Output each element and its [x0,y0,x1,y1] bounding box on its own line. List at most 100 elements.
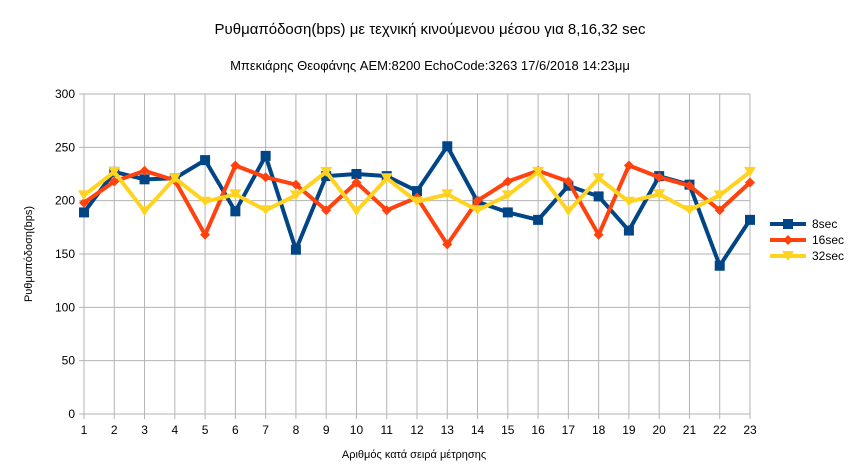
y-axis-title: Ρυθμαπόδοση(bps) [23,206,35,302]
y-tick-label: 150 [55,247,75,261]
x-tick-label: 3 [141,423,148,437]
data-point-32sec [78,190,90,201]
data-point-32sec [501,190,514,201]
x-tick-label: 16 [531,423,545,437]
data-point-16sec [260,172,271,183]
data-point-16sec [623,160,634,171]
data-point-16sec [139,165,150,176]
data-point-32sec [168,173,181,184]
legend-item-8sec: 8sec [770,217,837,231]
x-tick-label: 9 [323,423,330,437]
data-point-16sec [714,205,725,216]
data-point-16sec [593,229,604,240]
data-point-32sec [653,189,666,200]
y-tick-label: 50 [62,354,76,368]
data-point-8sec [745,214,755,225]
data-point-8sec [139,174,150,185]
y-tick-label: 0 [68,407,75,421]
data-point-32sec [259,205,272,216]
data-point-8sec [412,186,422,197]
data-point-8sec [290,244,301,255]
data-point-16sec [472,195,483,206]
data-point-8sec [260,150,271,161]
data-point-8sec [200,155,211,166]
data-point-16sec [563,176,574,187]
data-point-32sec [532,166,545,177]
data-point-16sec [745,177,755,188]
x-tick-label: 8 [293,423,300,437]
data-point-16sec [684,180,695,191]
data-point-16sec [79,197,89,208]
data-point-16sec [351,177,362,188]
x-tick-label: 23 [743,423,757,437]
x-tick-label: 5 [202,423,209,437]
data-point-32sec [229,189,242,200]
legend-label: 16sec [812,233,844,247]
y-tick-label: 250 [55,140,75,154]
x-tick-label: 19 [622,423,636,437]
legend-item-32sec: 32sec [770,249,844,263]
x-tick-label: 4 [171,423,178,437]
y-tick-label: 100 [55,300,75,314]
data-point-16sec [290,179,301,190]
x-tick-label: 12 [410,423,424,437]
x-tick-label: 13 [441,423,455,437]
data-point-16sec [654,172,665,183]
legend: 8sec 16sec 32sec [770,217,844,263]
data-point-32sec [713,190,726,201]
data-point-8sec [533,214,544,225]
series-32sec [78,166,756,217]
data-point-32sec [138,206,151,217]
y-axis-ticks: 0 50 100 150 200 250 300 [55,87,75,421]
data-point-32sec [592,173,605,184]
data-point-8sec [442,141,453,152]
x-tick-label: 7 [262,423,269,437]
series-group [78,141,756,271]
x-axis-title: Αριθμός κατά σειρά μέτρησης [342,449,486,461]
data-point-8sec [502,207,513,218]
data-point-8sec [593,191,604,202]
x-axis-ticks: 1 2 3 4 5 6 7 8 9 10 11 12 13 14 15 16 17 18 19 20 21 22 23 [81,423,757,437]
data-point-32sec [441,189,454,200]
data-point-8sec [230,206,241,217]
legend-swatch-marker [783,219,793,229]
x-tick-label: 14 [471,423,485,437]
data-point-16sec [200,229,211,240]
x-tick-label: 6 [232,423,239,437]
data-point-16sec [442,239,453,250]
data-point-32sec [289,190,302,201]
grid [79,93,751,419]
data-point-16sec [109,176,120,187]
x-tick-label: 2 [111,423,118,437]
data-point-8sec [623,225,634,236]
legend-label: 8sec [812,217,837,231]
x-tick-label: 18 [592,423,606,437]
data-point-32sec [199,196,212,207]
x-tick-label: 20 [653,423,667,437]
data-point-32sec [744,166,756,177]
data-point-32sec [320,166,333,177]
data-point-32sec [108,166,121,177]
x-tick-label: 17 [562,423,576,437]
legend-swatch-marker [782,251,794,261]
data-point-32sec [380,173,393,184]
legend-item-16sec: 16sec [770,233,844,247]
y-tick-label: 200 [55,194,75,208]
x-tick-label: 22 [713,423,727,437]
x-tick-label: 21 [683,423,697,437]
chart-title: Ρυθμαπόδοση(bps) με τεχνική κινούμενου μ… [215,21,646,38]
data-point-32sec [350,206,363,217]
data-point-8sec [351,169,362,179]
data-point-16sec [502,176,513,187]
data-point-32sec [471,205,484,216]
chart-subtitle: Μπεκιάρης Θεοφάνης AEM:8200 EchoCode:326… [230,58,630,73]
data-point-16sec [230,160,241,171]
data-point-32sec [622,196,635,207]
data-point-16sec [381,205,392,216]
y-tick-label: 300 [55,87,75,101]
x-tick-label: 10 [350,423,364,437]
x-tick-label: 11 [380,423,393,437]
data-point-8sec [714,260,725,271]
x-tick-label: 1 [81,423,88,437]
